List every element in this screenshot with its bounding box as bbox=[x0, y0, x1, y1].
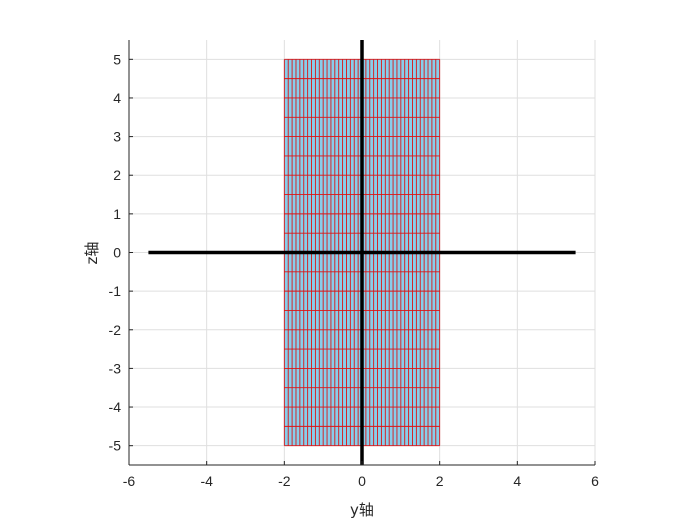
y-axis-ticks: -5 -4 -3 -2 -1 0 1 2 3 4 5 bbox=[109, 51, 133, 454]
x-tick-label: 2 bbox=[436, 473, 444, 489]
y-tick-label: 4 bbox=[113, 90, 121, 106]
x-tick-label: -6 bbox=[123, 473, 136, 489]
y-tick-label: -3 bbox=[109, 360, 122, 376]
y-tick-label: -5 bbox=[109, 438, 122, 454]
y-axis-label: z轴 bbox=[83, 242, 101, 265]
y-tick-label: 5 bbox=[113, 51, 121, 67]
x-tick-label: -4 bbox=[200, 473, 213, 489]
y-tick-label: 3 bbox=[113, 129, 121, 145]
y-tick-label: 1 bbox=[113, 206, 121, 222]
y-tick-label: 2 bbox=[113, 167, 121, 183]
x-axis-label: y轴 bbox=[350, 501, 374, 519]
y-tick-label: -4 bbox=[109, 399, 122, 415]
y-tick-label: -1 bbox=[109, 283, 122, 299]
x-tick-label: -2 bbox=[278, 473, 291, 489]
x-tick-label: 0 bbox=[358, 473, 366, 489]
y-tick-label: 0 bbox=[113, 245, 121, 261]
x-tick-label: 4 bbox=[513, 473, 521, 489]
y-tick-label: -2 bbox=[109, 322, 122, 338]
x-tick-label: 6 bbox=[591, 473, 599, 489]
reference-lines bbox=[148, 40, 576, 465]
x-axis-ticks: -6 -4 -2 0 2 4 6 bbox=[123, 461, 599, 489]
